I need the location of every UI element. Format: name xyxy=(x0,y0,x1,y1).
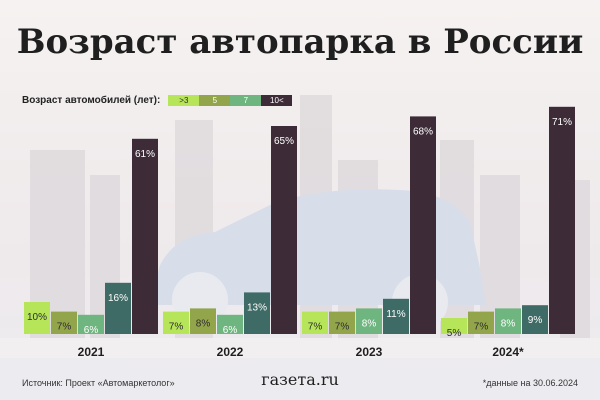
page-title: Возраст автопарка в России xyxy=(16,22,584,62)
bar-value-label: 68% xyxy=(413,126,433,137)
bar-2024*-0 xyxy=(441,318,467,334)
legend-item-3: 10< xyxy=(261,94,293,106)
bar-2023-2 xyxy=(356,308,382,334)
bar-value-label: 10% xyxy=(27,312,47,323)
bar-2022-0 xyxy=(163,311,189,334)
bar-2022-1 xyxy=(190,308,216,334)
data-note: *данные на 30.06.2024 xyxy=(482,378,578,388)
bar-2021-1 xyxy=(51,311,77,334)
bar-value-label: 6% xyxy=(223,325,238,336)
bar-value-label: 7% xyxy=(474,322,489,333)
legend-label: Возраст автомобилей (лет): xyxy=(22,94,161,106)
bar-2023-4 xyxy=(410,116,436,335)
publisher-logo: газета.ru xyxy=(261,370,339,389)
bar-2022-3 xyxy=(244,292,270,334)
bar-value-label: 7% xyxy=(57,322,72,333)
bar-2021-0 xyxy=(24,302,50,334)
bar-2024*-3 xyxy=(522,305,548,334)
bar-value-label: 6% xyxy=(84,325,99,336)
bar-value-label: 7% xyxy=(169,322,184,333)
bar-2022-2 xyxy=(217,314,243,334)
bar-2023-0 xyxy=(302,311,328,334)
bar-value-label: 8% xyxy=(362,318,377,329)
bar-value-label: 71% xyxy=(552,117,572,128)
bar-2023-1 xyxy=(329,311,355,334)
bar-2023-3 xyxy=(383,298,409,334)
bar-value-label: 65% xyxy=(274,136,294,147)
bar-value-label: 8% xyxy=(501,318,516,329)
legend-item-1: 5 xyxy=(199,94,231,106)
bar-value-label: 7% xyxy=(308,322,323,333)
category-label: 2021 xyxy=(78,345,105,359)
bar-value-label: 8% xyxy=(196,318,211,329)
bar-2021-3 xyxy=(105,282,131,334)
bar-value-label: 11% xyxy=(386,309,405,320)
legend-item-2: 7 xyxy=(230,94,262,106)
bar-2024*-2 xyxy=(495,308,521,334)
bar-value-label: 13% xyxy=(247,302,267,313)
bar-2021-2 xyxy=(78,314,104,334)
bar-value-label: 61% xyxy=(135,149,155,160)
bar-2024*-1 xyxy=(468,311,494,334)
bar-2021-4 xyxy=(132,138,158,334)
legend-items: >3 5 7 10< xyxy=(168,94,293,106)
bar-value-label: 5% xyxy=(447,328,462,339)
bar-2022-4 xyxy=(271,126,297,334)
bar-value-label: 9% xyxy=(528,315,543,326)
category-label: 2022 xyxy=(217,345,244,359)
bar-value-label: 7% xyxy=(335,322,350,333)
bar-2024*-4 xyxy=(549,106,575,334)
category-label: 2023 xyxy=(356,345,383,359)
category-label: 2024* xyxy=(492,345,524,359)
bar-value-label: 16% xyxy=(108,293,128,304)
source-text: Источник: Проект «Автомаркетолог» xyxy=(22,378,175,388)
legend: Возраст автомобилей (лет): >3 5 7 10< xyxy=(22,93,293,107)
legend-item-0: >3 xyxy=(168,94,200,106)
